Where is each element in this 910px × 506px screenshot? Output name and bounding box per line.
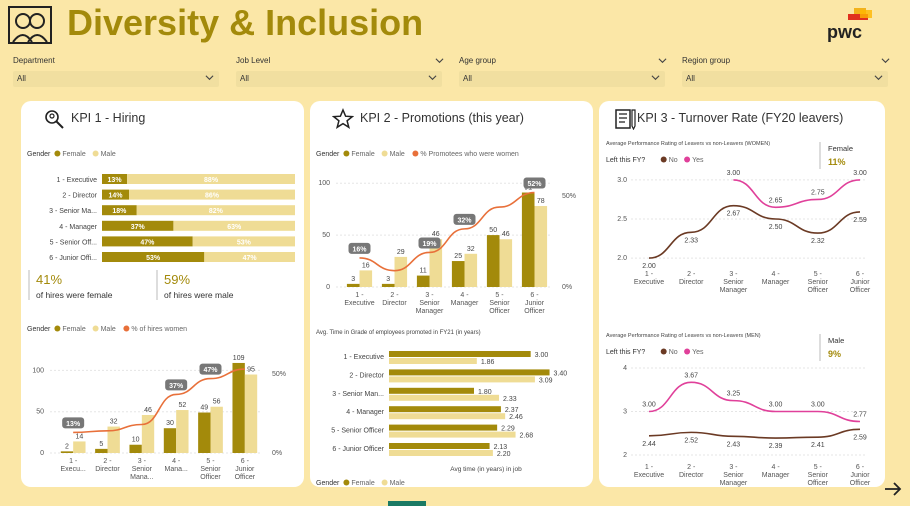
filter-label: Department — [13, 56, 55, 65]
filter-dropdown[interactable]: All — [682, 71, 888, 87]
male-hires-value: 59% — [164, 272, 191, 287]
chevron-down-icon — [205, 75, 214, 81]
pwc-logo: pwc — [827, 8, 872, 42]
filter-age-group[interactable]: Age group All — [459, 56, 667, 87]
page-tab-indicator — [388, 501, 426, 506]
kpi3-title: KPI 3 - Turnover Rate (FY20 leavers) — [637, 111, 844, 125]
kpi3-card: KPI 3 - Turnover Rate (FY20 leavers) — [599, 101, 885, 487]
chevron-down-icon — [874, 75, 883, 81]
filter-label: Job Level — [236, 56, 271, 65]
brand-text: pwc — [827, 22, 862, 42]
filter-dropdown[interactable]: All — [13, 71, 219, 87]
next-page-arrow-icon[interactable] — [882, 478, 904, 500]
filter-dropdown[interactable]: All — [236, 71, 442, 87]
chevron-down-icon — [651, 75, 660, 81]
people-icon — [8, 6, 52, 44]
filter-dropdown[interactable]: All — [459, 71, 665, 87]
kpi1-title: KPI 1 - Hiring — [71, 111, 146, 125]
filter-region-group[interactable]: Region group All — [682, 56, 890, 87]
filter-label: Age group — [459, 56, 496, 65]
male-hires-label: of hires were male — [164, 290, 234, 300]
notebook-icon — [615, 109, 636, 130]
search-icon — [45, 110, 64, 129]
filter-job-level[interactable]: Job Level All — [236, 56, 444, 87]
female-hires-label: of hires were female — [36, 290, 113, 300]
chevron-down-icon — [658, 58, 667, 64]
female-hires-value: 41% — [36, 272, 63, 287]
chevron-down-icon — [428, 75, 437, 81]
kpi2-card: KPI 2 - Promotions (this year) — [310, 101, 593, 487]
filter-label: Region group — [682, 56, 731, 65]
chevron-down-icon — [435, 58, 444, 64]
kpi1-card: KPI 1 - Hiring 41% of hires were female … — [21, 101, 304, 487]
filter-department[interactable]: Department All — [13, 56, 219, 87]
page-title: Diversity & Inclusion — [67, 2, 424, 43]
star-icon — [332, 108, 354, 129]
chevron-down-icon — [881, 58, 890, 64]
kpi2-title: KPI 2 - Promotions (this year) — [360, 111, 524, 125]
